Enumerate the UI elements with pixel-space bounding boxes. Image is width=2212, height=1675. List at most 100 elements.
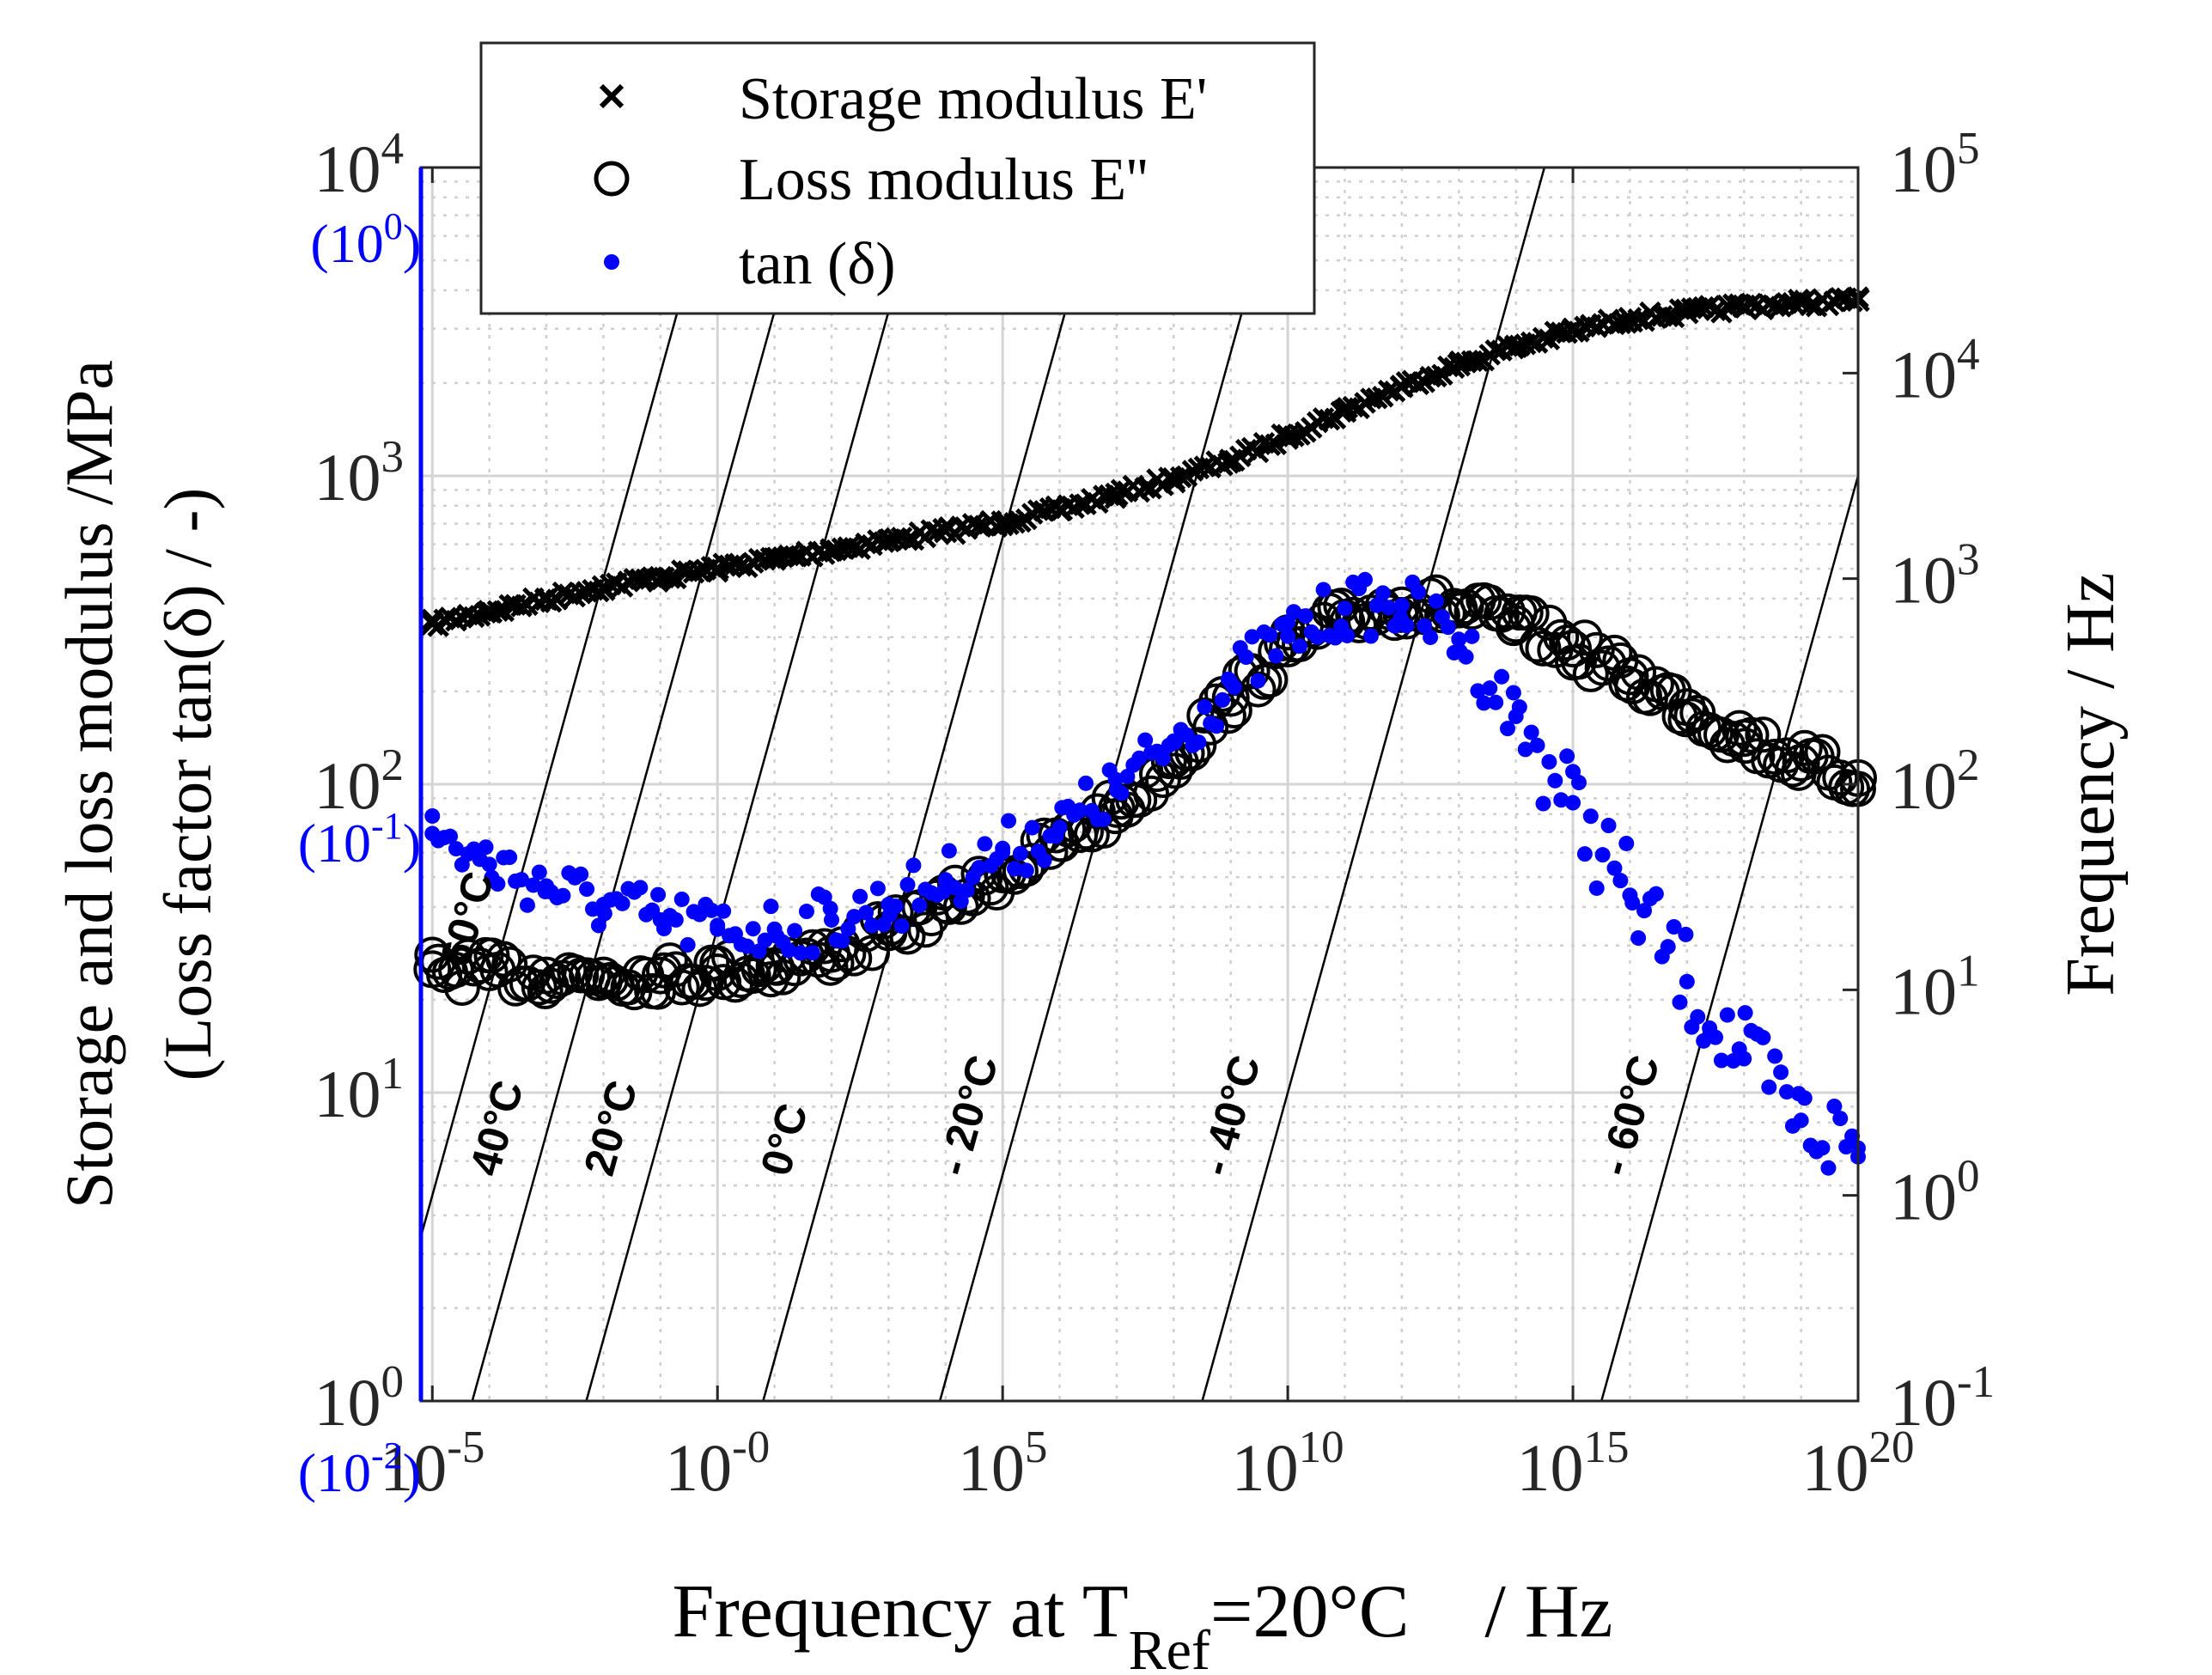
tan-delta-marker — [793, 945, 809, 961]
tan-delta-marker — [787, 923, 803, 939]
tan-delta-marker — [1137, 732, 1154, 748]
tan-delta-marker — [716, 903, 732, 919]
tan-delta-marker — [1428, 593, 1444, 609]
tan-delta-marker — [1612, 873, 1629, 889]
tan-delta-marker — [1553, 792, 1569, 808]
tan-delta-marker — [519, 897, 535, 913]
tan-delta-marker — [1529, 737, 1545, 753]
storage-modulus-marker — [1033, 500, 1056, 522]
loss-modulus-marker — [1578, 631, 1615, 668]
storage-modulus-marker — [1484, 338, 1507, 362]
tan-delta-marker — [1606, 860, 1623, 876]
legend-label-storage: Storage modulus E' — [739, 66, 1207, 132]
x-axis-title: Frequency at TRef=20°C / Hz — [673, 1570, 1613, 1675]
tan-delta-marker — [1018, 862, 1034, 879]
tan-delta-marker — [1374, 585, 1391, 601]
storage-modulus-marker — [1110, 478, 1133, 501]
storage-modulus-marker — [688, 560, 711, 582]
tan-delta-marker — [1476, 695, 1492, 711]
storage-modulus-marker — [896, 528, 919, 551]
x-axis-title-subscript: Ref — [1129, 1619, 1210, 1675]
tan-delta-marker — [1708, 1029, 1724, 1045]
y-axis-title-line1: Storage and loss modulus /MPa — [52, 360, 126, 1209]
tan-delta-marker — [1482, 680, 1498, 697]
series-dense-dot — [424, 571, 1866, 1176]
tan-delta-point — [1565, 795, 1581, 811]
loss-modulus-marker — [1484, 596, 1520, 633]
tan-delta-marker — [679, 936, 696, 953]
loss-modulus-marker — [527, 973, 564, 1010]
tan-delta-marker — [846, 909, 862, 925]
tan-delta-marker — [644, 902, 661, 918]
series-layer — [413, 286, 1877, 1176]
y-tick-labels: 100 101 102 103 104 — [314, 124, 405, 1440]
loss-modulus-marker — [491, 946, 528, 983]
tan-delta-marker — [1001, 813, 1017, 829]
tan-delta-marker — [525, 877, 541, 893]
storage-modulus-marker — [588, 580, 610, 603]
isotherm-line-3 — [762, 167, 1106, 1402]
tan-delta-marker — [1024, 819, 1040, 836]
loss-modulus-marker — [657, 951, 694, 988]
tan-delta-marker — [579, 881, 595, 898]
tan-delta-marker — [1576, 846, 1593, 862]
tan-delta-marker — [1844, 1128, 1861, 1144]
tan-delta-marker — [971, 860, 987, 876]
tan-delta-marker — [1511, 699, 1527, 716]
legend-marker-dot — [604, 254, 619, 270]
isotherm-line-6 — [1600, 475, 1860, 1402]
tan-delta-marker — [1725, 1053, 1741, 1069]
tan-delta-marker — [1167, 734, 1183, 751]
tan-delta-marker — [739, 938, 755, 954]
tan-delta-marker — [478, 839, 494, 856]
tan-delta-marker — [911, 897, 928, 913]
storage-modulus-marker — [1211, 454, 1234, 477]
storage-modulus-marker — [510, 595, 533, 618]
tan-delta-marker — [887, 898, 904, 915]
tan-delta-marker — [1244, 629, 1260, 645]
tan-delta-marker — [864, 917, 881, 934]
storage-modulus-marker — [1407, 373, 1430, 396]
tan-delta-marker — [1268, 648, 1284, 664]
storage-modulus-marker — [1520, 331, 1543, 354]
loss-modulus-marker — [687, 965, 724, 1002]
tan-delta-marker — [1458, 649, 1474, 665]
tan-delta-marker — [1672, 994, 1688, 1010]
loss-modulus-marker — [1489, 593, 1526, 630]
tan-delta-marker — [858, 904, 874, 921]
tan-delta-marker — [905, 857, 922, 874]
tan-delta-marker — [1826, 1098, 1843, 1114]
tan-delta-tick-label-1: (10-1) — [298, 805, 421, 874]
tan-delta-marker — [1291, 638, 1307, 655]
loss-modulus-marker — [854, 935, 891, 971]
loss-modulus-marker — [1133, 775, 1170, 812]
loss-modulus-marker — [675, 964, 712, 1001]
tan-delta-marker — [1767, 1048, 1783, 1064]
tan-delta-marker — [1755, 1029, 1771, 1045]
tan-delta-marker — [1238, 649, 1254, 665]
storage-modulus-marker — [1799, 294, 1822, 317]
tan-delta-marker — [1155, 750, 1171, 766]
loss-modulus-marker — [1566, 619, 1603, 656]
storage-modulus-marker — [1289, 423, 1311, 447]
tan-delta-marker — [472, 851, 488, 868]
tan-delta-marker — [1072, 802, 1088, 819]
loss-modulus-marker — [1525, 630, 1562, 667]
tan-delta-marker — [490, 876, 506, 892]
tan-delta-marker — [1309, 629, 1325, 645]
isotherm-line-0 — [419, 167, 719, 1237]
tan-delta-marker — [1666, 919, 1682, 935]
tan-delta-marker — [650, 886, 667, 903]
tan-delta-marker — [1417, 618, 1433, 634]
storage-modulus-marker — [551, 581, 575, 604]
tan-delta-marker — [1380, 600, 1397, 616]
tan-delta-marker — [947, 880, 963, 896]
storage-modulus-marker — [1277, 428, 1299, 450]
isotherm-line-1 — [471, 167, 816, 1402]
tan-delta-marker — [1784, 1118, 1801, 1134]
storage-modulus-marker — [1466, 350, 1490, 373]
loss-modulus-marker — [1180, 727, 1217, 764]
loss-modulus-marker — [1822, 759, 1859, 796]
loss-modulus-marker — [1519, 626, 1556, 663]
